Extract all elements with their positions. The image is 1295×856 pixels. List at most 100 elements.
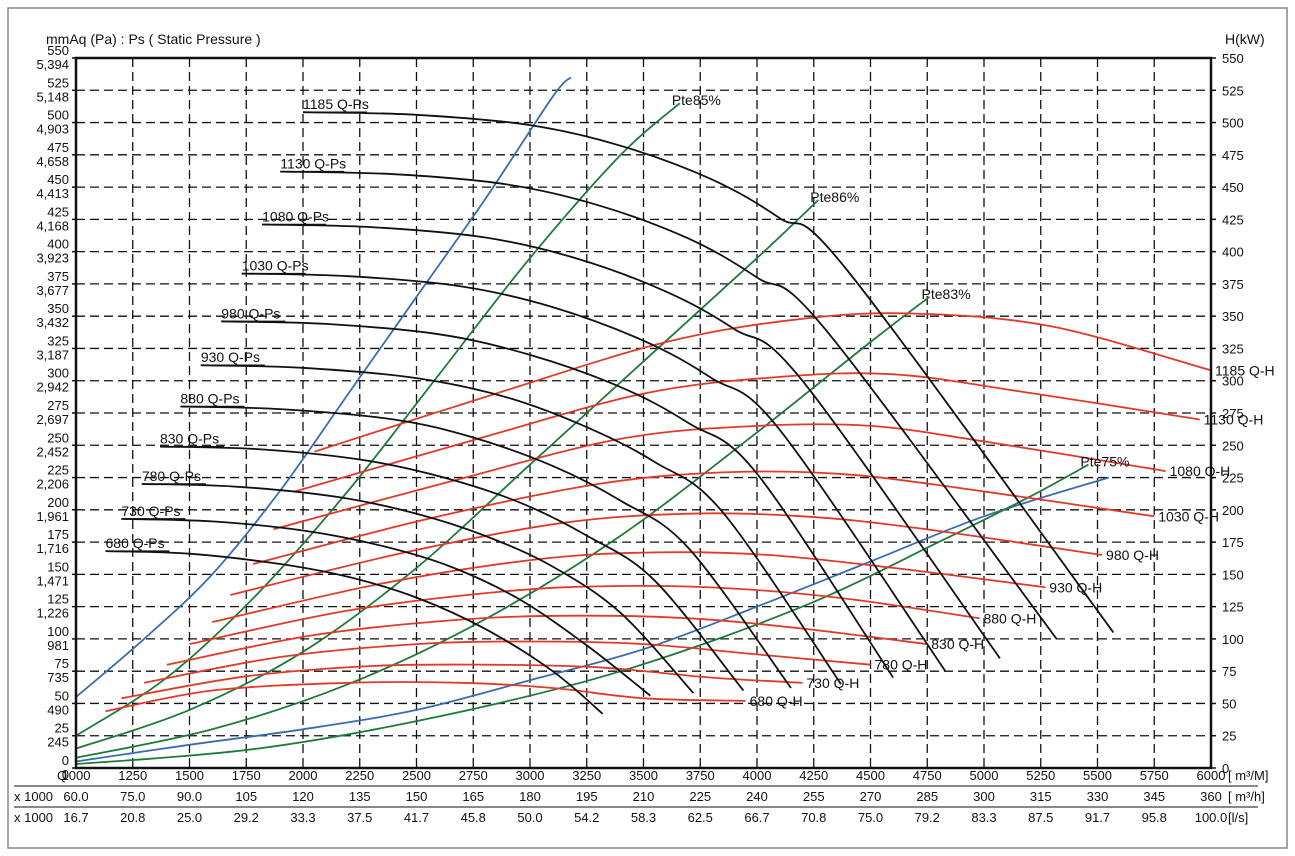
y-tick-kw: 275 bbox=[1222, 406, 1244, 421]
y-tick-kw: 0 bbox=[1222, 761, 1229, 776]
x-tick-m3h: 105 bbox=[235, 789, 257, 804]
y-tick-pa: 1,471 bbox=[36, 573, 69, 588]
y-tick-mmaq: 75 bbox=[55, 656, 69, 671]
x-tick-m3h: 285 bbox=[916, 789, 938, 804]
x-tick-ls: 79.2 bbox=[915, 810, 940, 825]
tick-labels: 002524550490757351009811251,2261501,4711… bbox=[14, 43, 1268, 825]
system-curve bbox=[75, 76, 572, 698]
x-tick-ls: 41.7 bbox=[404, 810, 429, 825]
efficiency-curve bbox=[75, 199, 819, 750]
efficiency-curve-label: Pte85% bbox=[672, 92, 721, 108]
pressure-curve-label: 1185 Q-Ps bbox=[303, 96, 369, 112]
y-tick-kw: 225 bbox=[1222, 471, 1244, 486]
pressure-curve-label: 1130 Q-Ps bbox=[280, 156, 346, 172]
y-tick-pa: 1,716 bbox=[36, 541, 69, 556]
power-curve-label: 1030 Q-H bbox=[1158, 508, 1219, 524]
x-tick-m3h: 75.0 bbox=[120, 789, 145, 804]
y-tick-mmaq: 0 bbox=[62, 753, 69, 768]
x-tick-m3h: 345 bbox=[1143, 789, 1165, 804]
x-tick-m3h: 225 bbox=[689, 789, 711, 804]
power-curve bbox=[189, 585, 980, 645]
y-tick-mmaq: 175 bbox=[47, 527, 69, 542]
efficiency-curve-label: Pte86% bbox=[810, 189, 859, 205]
y-tick-pa: 4,168 bbox=[36, 218, 69, 233]
y-tick-mmaq: 525 bbox=[47, 75, 69, 90]
y-tick-mmaq: 500 bbox=[47, 108, 69, 123]
pressure-curve bbox=[200, 364, 842, 685]
power-curve bbox=[252, 470, 1155, 565]
y-tick-mmaq: 350 bbox=[47, 301, 69, 316]
pressure-curve-label: 1080 Q-Ps bbox=[262, 209, 329, 225]
power-curve bbox=[230, 512, 1103, 596]
x-tick-m3m: 5250 bbox=[1026, 768, 1055, 783]
y-tick-pa: 2,697 bbox=[36, 412, 69, 427]
x-tick-ls: 100.0 bbox=[1195, 810, 1228, 825]
y-tick-kw: 75 bbox=[1222, 664, 1236, 679]
pressure-curve bbox=[159, 445, 745, 692]
y-tick-kw: 400 bbox=[1222, 245, 1244, 260]
y-tick-mmaq: 150 bbox=[47, 559, 69, 574]
y-tick-mmaq: 125 bbox=[47, 592, 69, 607]
x-tick-ls: 45.8 bbox=[461, 810, 486, 825]
y-tick-pa: 3,923 bbox=[36, 251, 69, 266]
x-tick-m3h: 360 bbox=[1200, 789, 1222, 804]
x-tick-ls: 54.2 bbox=[574, 810, 599, 825]
pressure-curve bbox=[280, 170, 1058, 640]
y-tick-pa: 2,206 bbox=[36, 477, 69, 492]
pressure-curve bbox=[221, 320, 894, 679]
y-tick-mmaq: 400 bbox=[47, 237, 69, 252]
x-tick-ls: 83.3 bbox=[971, 810, 996, 825]
y-tick-pa: 490 bbox=[47, 702, 69, 717]
y-tick-mmaq: 475 bbox=[47, 140, 69, 155]
x-tick-m3m: 4000 bbox=[743, 768, 772, 783]
x-tick-ls-prefix: x 1000 bbox=[14, 810, 53, 825]
power-curve bbox=[105, 681, 746, 713]
curve-labels: 680 Q-Ps 730 Q-Ps 780 Q-Ps 830 Q-Ps 880 Q-Ps… bbox=[105, 92, 1275, 709]
y-tick-pa: 981 bbox=[47, 638, 69, 653]
pressure-curve-label: 880 Q-Ps bbox=[180, 391, 239, 407]
y-tick-mmaq: 275 bbox=[47, 398, 69, 413]
efficiency-curve bbox=[75, 296, 931, 759]
right-axis-title: H(kW) bbox=[1225, 31, 1265, 47]
x-tick-ls: 75.0 bbox=[858, 810, 883, 825]
efficiency-curve-label: Pte83% bbox=[922, 286, 971, 302]
x-tick-ls: 95.8 bbox=[1142, 810, 1167, 825]
y-tick-kw: 550 bbox=[1222, 51, 1244, 66]
pressure-curve-label: 1030 Q-Ps bbox=[242, 258, 309, 274]
x-tick-m3h: 135 bbox=[349, 789, 371, 804]
power-curve bbox=[273, 423, 1166, 531]
x-tick-m3h: 150 bbox=[406, 789, 428, 804]
y-tick-kw: 300 bbox=[1222, 374, 1244, 389]
y-tick-kw: 500 bbox=[1222, 116, 1244, 131]
x-tick-ls: 66.7 bbox=[744, 810, 769, 825]
pressure-curve bbox=[241, 272, 947, 672]
y-tick-kw: 25 bbox=[1222, 729, 1236, 744]
y-tick-pa: 4,903 bbox=[36, 122, 69, 137]
power-curve bbox=[212, 551, 1046, 623]
y-tick-mmaq: 450 bbox=[47, 172, 69, 187]
y-tick-kw: 525 bbox=[1222, 83, 1244, 98]
efficiency-curve-label: Pte75% bbox=[1080, 454, 1129, 470]
x-tick-m3h: 210 bbox=[633, 789, 655, 804]
y-tick-mmaq: 375 bbox=[47, 269, 69, 284]
power-curve bbox=[166, 614, 928, 666]
x-tick-m3h: 180 bbox=[519, 789, 541, 804]
x-tick-m3h: 165 bbox=[462, 789, 484, 804]
pressure-curve bbox=[180, 405, 792, 689]
y-tick-kw: 475 bbox=[1222, 148, 1244, 163]
y-tick-kw: 375 bbox=[1222, 277, 1244, 292]
left-axis-title: mmAq (Pa) : Ps ( Static Pressure ) bbox=[46, 31, 261, 47]
system-curve bbox=[75, 476, 1110, 763]
y-tick-pa: 3,187 bbox=[36, 347, 69, 362]
pressure-curve bbox=[105, 550, 604, 715]
x-tick-m3h: 300 bbox=[973, 789, 995, 804]
plot-border bbox=[74, 56, 1213, 770]
x-tick-m3m: 3500 bbox=[629, 768, 658, 783]
power-curve-label: 730 Q-H bbox=[806, 675, 859, 691]
y-tick-mmaq: 225 bbox=[47, 463, 69, 478]
x-tick-ls: 58.3 bbox=[631, 810, 656, 825]
x-tick-m3h: 315 bbox=[1030, 789, 1052, 804]
x-tick-m3m: 6000 bbox=[1197, 768, 1226, 783]
x-tick-ls: 16.7 bbox=[63, 810, 88, 825]
x-tick-m3h: 120 bbox=[292, 789, 314, 804]
